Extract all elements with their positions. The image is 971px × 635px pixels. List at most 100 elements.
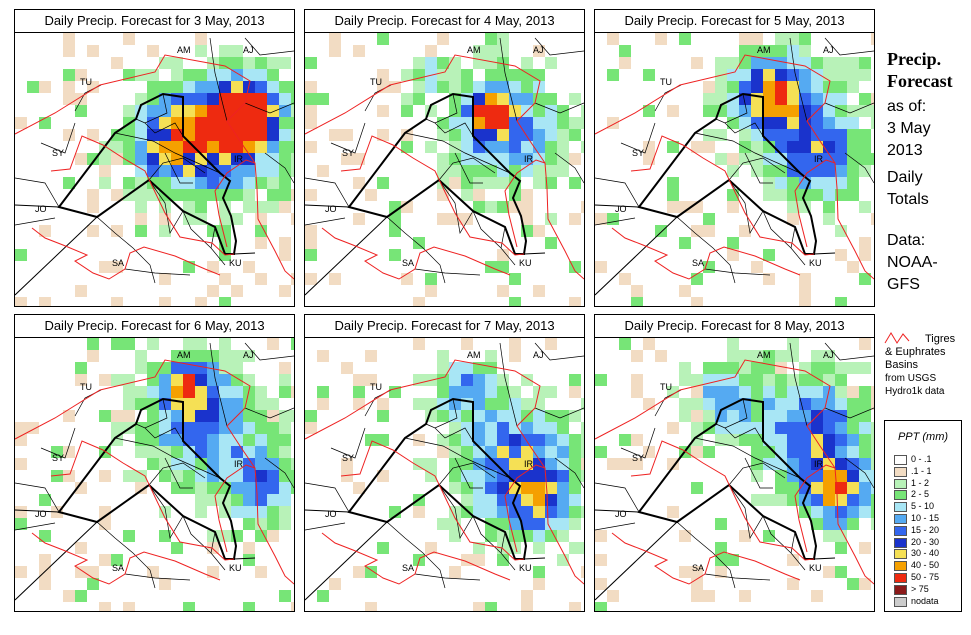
country-label: SY <box>632 453 644 463</box>
precip-cell <box>569 93 581 105</box>
precip-cell <box>509 446 521 458</box>
precip-cell <box>787 398 799 410</box>
precip-cell <box>787 141 799 153</box>
precip-cell <box>703 398 715 410</box>
precip-cell <box>569 602 581 611</box>
precip-cell <box>255 458 267 470</box>
precip-cell <box>533 494 545 506</box>
precip-cell <box>497 422 509 434</box>
precip-cell <box>87 189 99 201</box>
legend-label: .1 - 1 <box>911 465 932 476</box>
precip-cell <box>847 261 859 273</box>
precip-cell <box>473 105 485 117</box>
province-boundary <box>595 177 640 208</box>
precip-cell <box>425 273 437 285</box>
precip-cell <box>631 350 643 362</box>
precip-cell <box>871 386 874 398</box>
precip-cell <box>521 458 533 470</box>
precip-cell <box>63 470 75 482</box>
precip-cell <box>739 386 751 398</box>
precip-cell <box>859 129 871 141</box>
precip-cell <box>461 338 473 350</box>
precip-cell <box>195 297 207 306</box>
precip-cell <box>171 362 183 374</box>
precip-cell <box>243 201 255 213</box>
legend-swatch <box>894 525 907 536</box>
precip-cell <box>159 297 171 306</box>
precip-cell <box>569 494 581 506</box>
precip-cell <box>835 458 847 470</box>
precip-cell <box>703 590 715 602</box>
precip-cell <box>437 350 449 362</box>
precip-cell <box>545 153 557 165</box>
precip-cell <box>545 506 557 518</box>
precip-cell <box>727 422 739 434</box>
precip-cell <box>557 422 569 434</box>
precip-cell <box>291 105 294 117</box>
precip-cell <box>667 177 679 189</box>
precip-cell <box>835 69 847 81</box>
precip-cell <box>291 129 294 141</box>
precip-cell <box>835 374 847 386</box>
precip-cell <box>485 434 497 446</box>
precip-cell <box>183 410 195 422</box>
precip-cell <box>775 69 787 81</box>
precip-cell <box>521 117 533 129</box>
precip-cell <box>473 93 485 105</box>
precip-cell <box>243 374 255 386</box>
precip-cell <box>787 189 799 201</box>
precip-cell <box>183 470 195 482</box>
precip-cell <box>377 470 389 482</box>
precip-cell <box>317 93 329 105</box>
precip-cell <box>317 398 329 410</box>
precip-cell <box>291 117 294 129</box>
precip-cell <box>425 81 437 93</box>
country-label: IR <box>234 459 244 469</box>
province-boundary <box>704 268 771 276</box>
precip-cell <box>847 422 859 434</box>
precip-cell <box>521 518 533 530</box>
precip-cell <box>159 506 171 518</box>
precip-cell <box>195 105 207 117</box>
precip-cell <box>231 165 243 177</box>
country-label: SA <box>402 563 414 573</box>
precip-cell <box>147 386 159 398</box>
legend-swatch <box>894 596 907 607</box>
basin-boundary <box>305 54 584 280</box>
country-border <box>15 204 60 208</box>
country-border <box>305 216 388 296</box>
precip-cell <box>279 117 291 129</box>
precip-cell <box>99 518 111 530</box>
precip-cell <box>473 45 485 57</box>
precip-cell <box>437 434 449 446</box>
precip-cell <box>703 81 715 93</box>
precip-cell <box>147 165 159 177</box>
precip-cell <box>703 225 715 237</box>
precip-cell <box>99 554 111 566</box>
precip-cell <box>291 458 294 470</box>
precip-cell <box>195 398 207 410</box>
precip-cell <box>255 93 267 105</box>
precip-cell <box>329 273 341 285</box>
basin-boundary <box>340 440 525 561</box>
precip-cell <box>437 69 449 81</box>
precip-cell <box>715 398 727 410</box>
precip-cell <box>497 141 509 153</box>
precip-cell <box>279 177 291 189</box>
precip-cell <box>341 153 353 165</box>
precip-cell <box>497 117 509 129</box>
precip-cell <box>581 117 584 129</box>
precip-cell <box>461 374 473 386</box>
country-border <box>595 204 640 208</box>
precip-cell <box>811 57 823 69</box>
precip-cell <box>739 81 751 93</box>
precip-cell <box>255 434 267 446</box>
basin-boundary <box>50 440 235 561</box>
precip-cell <box>401 93 413 105</box>
precip-cell <box>497 45 509 57</box>
precip-cell <box>449 446 461 458</box>
precip-cell <box>799 81 811 93</box>
precip-cell <box>485 530 497 542</box>
precip-cell <box>159 165 171 177</box>
precip-cell <box>545 57 557 69</box>
